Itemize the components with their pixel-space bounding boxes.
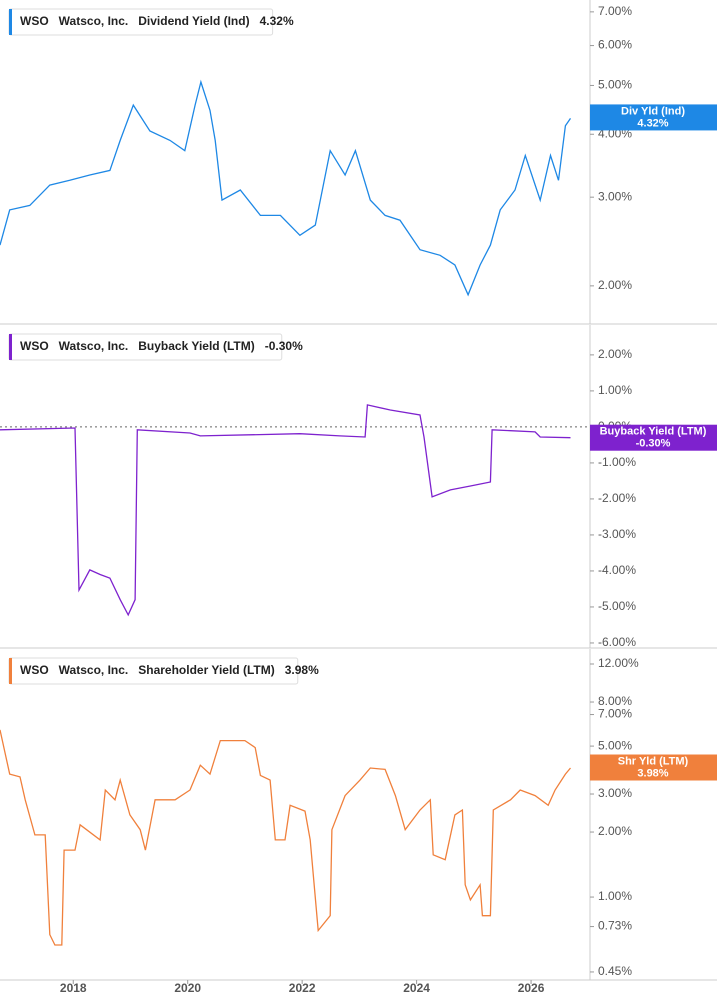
value-badge [590, 754, 717, 781]
y-tick-label: 7.00% [598, 4, 632, 18]
y-tick-label: 8.00% [598, 694, 632, 708]
y-tick-label: 12.00% [598, 656, 639, 670]
legend: WSO Watsco, Inc. Shareholder Yield (LTM) 3.… [8, 657, 319, 685]
x-tick-label: 2024 [403, 981, 430, 995]
y-tick-label: 1.00% [598, 889, 632, 903]
legend-part: 3.98% [285, 663, 319, 677]
y-tick-label: 1.00% [598, 383, 632, 397]
legend-part: WSO [20, 14, 49, 28]
legend-swatch [9, 658, 12, 684]
legend-part: 4.32% [260, 14, 294, 28]
legend-part: Watsco, Inc. [59, 14, 129, 28]
x-tick-label: 2022 [289, 981, 316, 995]
y-tick-label: -6.00% [598, 635, 636, 649]
legend: WSO Watsco, Inc. Dividend Yield (Ind) 4.32% [8, 8, 294, 36]
y-tick-label: -3.00% [598, 527, 636, 541]
x-tick-label: 2026 [518, 981, 545, 995]
legend-part: WSO [20, 663, 49, 677]
value-badge [590, 104, 717, 131]
series-line [0, 729, 571, 946]
y-tick-label: 2.00% [598, 824, 632, 838]
legend-text: WSO Watsco, Inc. Shareholder Yield (LTM) 3.… [20, 663, 319, 677]
legend-part: Watsco, Inc. [59, 663, 129, 677]
legend-text: WSO Watsco, Inc. Dividend Yield (Ind) 4.32% [20, 14, 294, 28]
y-tick-label: 0.45% [598, 964, 632, 978]
y-tick-label: 6.00% [598, 38, 632, 52]
x-tick-label: 2020 [174, 981, 201, 995]
legend: WSO Watsco, Inc. Buyback Yield (LTM) -0.30% [8, 333, 303, 361]
badge-value: 3.98% [637, 767, 668, 779]
y-tick-label: 0.73% [598, 919, 632, 933]
x-tick-label: 2018 [60, 981, 87, 995]
y-tick-label: 3.00% [598, 189, 632, 203]
y-tick-label: 7.00% [598, 707, 632, 721]
badge-name: Buyback Yield (LTM) [600, 426, 707, 438]
legend-text: WSO Watsco, Inc. Buyback Yield (LTM) -0.30% [20, 339, 303, 353]
y-tick-label: 5.00% [598, 738, 632, 752]
badge-value: -0.30% [636, 438, 671, 450]
legend-part: Dividend Yield (Ind) [138, 14, 249, 28]
y-tick-label: 5.00% [598, 78, 632, 92]
y-tick-label: -1.00% [598, 455, 636, 469]
series-line [0, 79, 572, 297]
y-tick-label: -4.00% [598, 563, 636, 577]
legend-swatch [9, 9, 12, 35]
y-tick-label: -5.00% [598, 599, 636, 613]
badge-name: Shr Yld (LTM) [618, 755, 689, 767]
legend-part: Shareholder Yield (LTM) [138, 663, 274, 677]
legend-part: Watsco, Inc. [59, 339, 129, 353]
legend-swatch [9, 334, 12, 360]
y-tick-label: -2.00% [598, 491, 636, 505]
legend-part: WSO [20, 339, 49, 353]
y-tick-label: 2.00% [598, 347, 632, 361]
badge-value: 4.32% [637, 117, 668, 129]
legend-part: -0.30% [265, 339, 303, 353]
series-line [0, 404, 571, 617]
y-tick-label: 3.00% [598, 786, 632, 800]
badge-name: Div Yld (Ind) [621, 105, 685, 117]
legend-part: Buyback Yield (LTM) [138, 339, 254, 353]
y-tick-label: 2.00% [598, 278, 632, 292]
value-badge [590, 424, 717, 451]
